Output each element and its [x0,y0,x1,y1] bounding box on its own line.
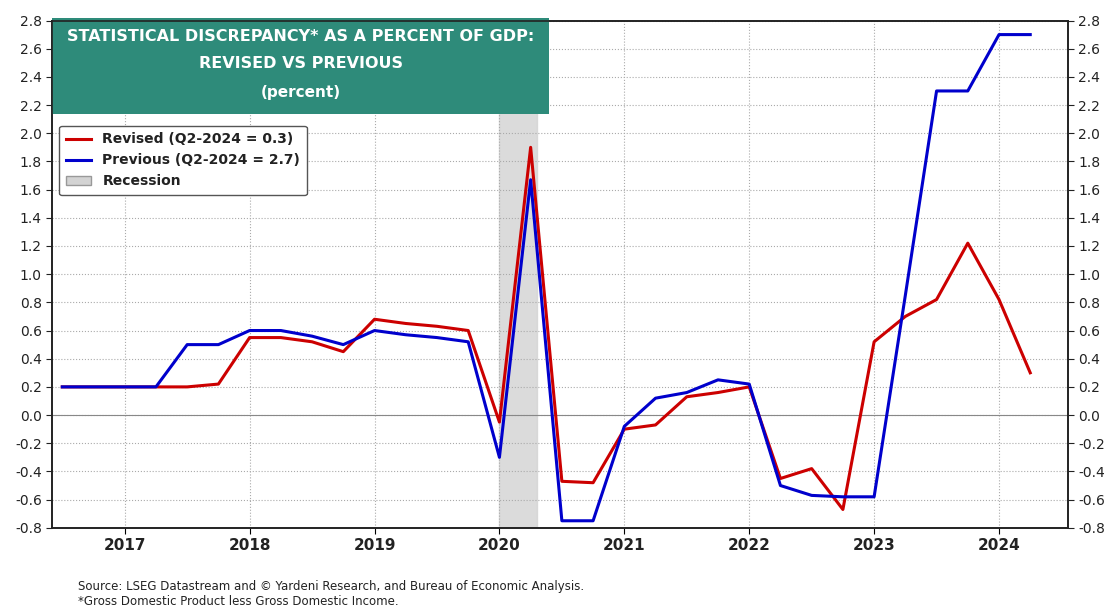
Text: STATISTICAL DISCREPANCY* AS A PERCENT OF GDP:: STATISTICAL DISCREPANCY* AS A PERCENT OF… [67,29,534,45]
Legend: Revised (Q2-2024 = 0.3), Previous (Q2-2024 = 2.7), Recession: Revised (Q2-2024 = 0.3), Previous (Q2-20… [59,125,307,196]
Text: REVISED VS PREVIOUS: REVISED VS PREVIOUS [199,56,403,71]
Text: Source: LSEG Datastream and © Yardeni Research, and Bureau of Economic Analysis.: Source: LSEG Datastream and © Yardeni Re… [78,580,585,608]
Bar [53,18,550,114]
Bar [500,21,536,528]
Text: (percent): (percent) [261,85,340,100]
